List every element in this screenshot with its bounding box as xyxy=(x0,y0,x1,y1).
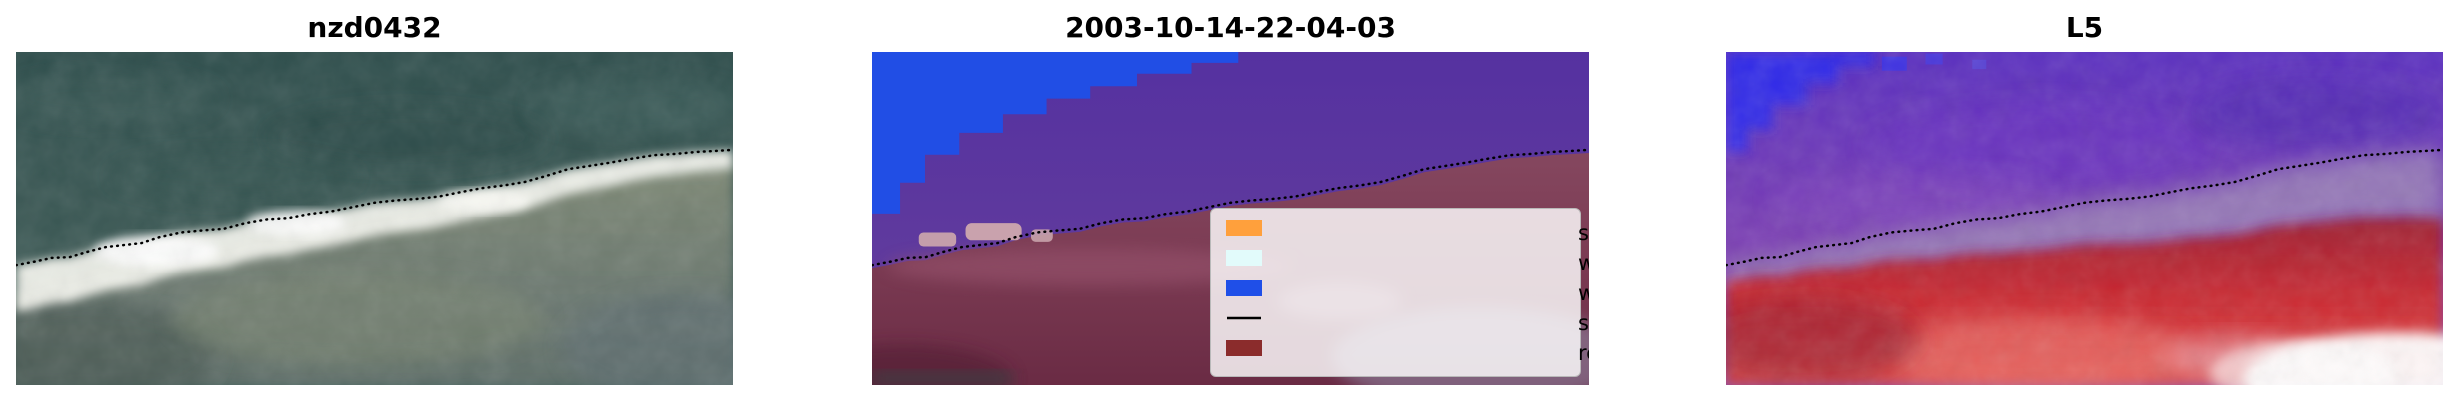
false-color-image xyxy=(1726,52,2443,385)
panel-title-date: 2003-10-14-22-04-03 xyxy=(1065,11,1396,44)
panel-title-rgb: nzd0432 xyxy=(307,11,442,44)
legend: sand whitewater water xyxy=(1209,208,1589,377)
sand-swatch-icon xyxy=(1225,220,1262,236)
legend-item-reference-shoreline-buffer: reference shoreline buffer xyxy=(1225,339,1589,366)
sand-patch xyxy=(1030,229,1053,242)
sand-patch xyxy=(965,223,1022,241)
shoreline-swatch-icon xyxy=(1226,316,1261,320)
subplot-l5: L5 xyxy=(1726,8,2443,385)
rgb-satellite-image xyxy=(16,52,733,385)
subplot-nzd0432: nzd0432 xyxy=(16,8,733,385)
sand-patch xyxy=(918,232,957,247)
subplot-classified: 2003-10-14-22-04-03 xyxy=(872,8,1589,385)
legend-item-sand: sand xyxy=(1225,219,1589,246)
legend-item-shoreline: shoreline xyxy=(1225,309,1589,336)
water-swatch-icon xyxy=(1225,280,1262,296)
panel-image-l5 xyxy=(1726,52,2443,385)
panel-title-l5: L5 xyxy=(2065,11,2104,44)
legend-item-whitewater: whitewater xyxy=(1225,249,1589,276)
water-region xyxy=(872,52,1239,214)
whitewater-swatch-icon xyxy=(1225,250,1262,266)
legend-label: whitewater xyxy=(1578,250,1589,275)
legend-label: water xyxy=(1578,280,1589,305)
legend-label: shoreline xyxy=(1578,310,1589,335)
reference-shoreline-buffer-swatch-icon xyxy=(1225,340,1262,356)
panel-image-classified: sand whitewater water xyxy=(872,52,1589,385)
legend-label: sand xyxy=(1578,220,1589,245)
panel-image-rgb xyxy=(16,52,733,385)
legend-label: reference shoreline buffer xyxy=(1578,340,1589,365)
shoreline-dotted-line xyxy=(872,148,1589,267)
shoreline-dotted-line xyxy=(1726,148,2443,267)
legend-item-water: water xyxy=(1225,279,1589,306)
shoreline-dotted-line xyxy=(16,148,733,267)
